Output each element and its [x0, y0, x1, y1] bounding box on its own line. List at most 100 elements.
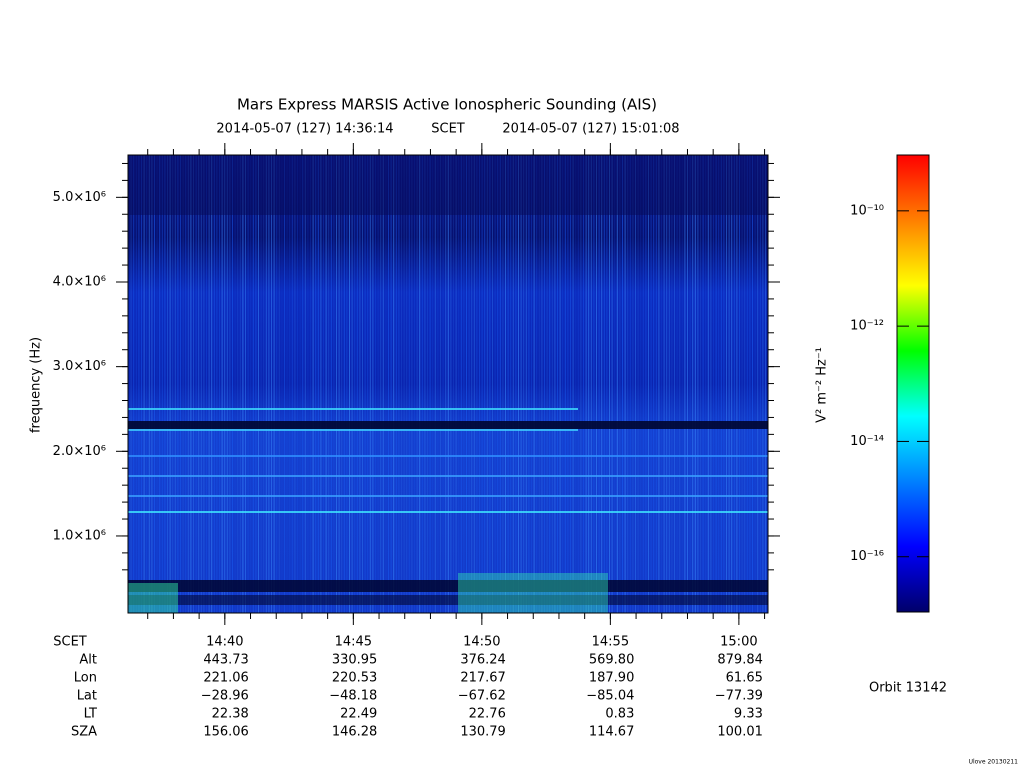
texture	[128, 583, 178, 613]
texture	[757, 155, 759, 613]
texture	[346, 155, 348, 613]
texture	[666, 155, 668, 613]
texture	[219, 155, 220, 613]
texture	[720, 155, 722, 613]
table-cell: 22.38	[212, 707, 249, 722]
texture	[281, 155, 283, 613]
table-cell: 61.65	[726, 671, 763, 686]
texture	[715, 155, 717, 613]
texture	[442, 155, 444, 613]
texture	[255, 155, 257, 613]
table-cell: 187.90	[589, 671, 635, 686]
texture	[635, 155, 636, 613]
x-tick-label: 15:00	[720, 635, 757, 650]
texture	[575, 155, 577, 613]
texture	[128, 155, 768, 215]
colorbar-tick-label: 10⁻¹⁰	[850, 203, 884, 218]
texture	[489, 155, 491, 613]
texture	[468, 155, 470, 613]
texture	[702, 155, 704, 613]
texture	[520, 155, 522, 613]
texture	[203, 155, 205, 613]
texture	[226, 155, 228, 613]
texture	[356, 155, 358, 613]
texture	[216, 155, 218, 613]
spectrogram	[128, 155, 768, 613]
table-cell: 22.76	[469, 707, 506, 722]
texture	[385, 155, 387, 613]
texture	[206, 155, 207, 613]
texture	[221, 155, 223, 613]
texture	[148, 155, 150, 613]
texture	[380, 155, 382, 613]
texture	[429, 155, 431, 613]
texture	[416, 155, 418, 613]
texture	[551, 155, 553, 613]
texture	[333, 155, 335, 613]
texture	[650, 155, 652, 613]
texture	[455, 155, 457, 613]
texture	[390, 155, 392, 613]
texture	[427, 155, 428, 613]
texture	[601, 155, 603, 613]
texture	[541, 155, 543, 613]
table-cell: 114.67	[589, 725, 635, 740]
colorbar-tick-label: 10⁻¹⁶	[850, 549, 884, 564]
table-cell: −48.18	[329, 689, 377, 704]
texture	[294, 155, 296, 613]
texture	[762, 155, 764, 613]
texture	[679, 155, 681, 613]
row-label: SZA	[71, 725, 97, 740]
texture	[554, 155, 556, 613]
texture	[187, 155, 189, 613]
x-tick-label: 14:50	[463, 635, 500, 650]
texture	[297, 155, 298, 613]
texture	[372, 155, 374, 613]
texture	[273, 155, 275, 613]
texture	[310, 155, 311, 613]
texture	[258, 155, 259, 613]
texture	[705, 155, 707, 613]
texture	[710, 155, 712, 613]
texture	[138, 155, 140, 613]
texture	[684, 155, 686, 613]
texture	[655, 155, 657, 613]
row-label: Lat	[77, 689, 97, 704]
texture	[458, 155, 460, 613]
texture	[167, 155, 168, 613]
texture	[276, 155, 278, 613]
texture	[746, 155, 748, 613]
texture	[128, 580, 768, 592]
texture	[624, 155, 626, 613]
texture	[260, 155, 262, 613]
texture	[668, 155, 670, 613]
table-cell: 376.24	[460, 653, 506, 668]
texture	[336, 155, 337, 613]
texture	[242, 155, 244, 613]
texture	[447, 155, 449, 613]
texture	[689, 155, 691, 613]
texture	[497, 155, 499, 613]
chart-title: Mars Express MARSIS Active Ionospheric S…	[237, 96, 657, 114]
texture	[424, 155, 426, 613]
texture	[229, 155, 231, 613]
table-cell: 220.53	[332, 671, 378, 686]
texture	[479, 155, 480, 613]
texture	[718, 155, 720, 613]
x-tick-label: 14:40	[206, 635, 243, 650]
texture	[414, 155, 415, 613]
texture	[375, 155, 376, 613]
texture	[507, 155, 509, 613]
texture	[302, 155, 304, 613]
texture	[271, 155, 272, 613]
texture	[752, 155, 753, 613]
texture	[674, 155, 675, 613]
y-tick-label: 3.0×10⁶	[53, 359, 106, 374]
orbit: Orbit 13142	[869, 681, 947, 696]
texture	[364, 155, 366, 613]
texture	[736, 155, 738, 613]
texture	[728, 155, 730, 613]
texture	[164, 155, 166, 613]
texture	[135, 155, 137, 613]
texture	[193, 155, 194, 613]
